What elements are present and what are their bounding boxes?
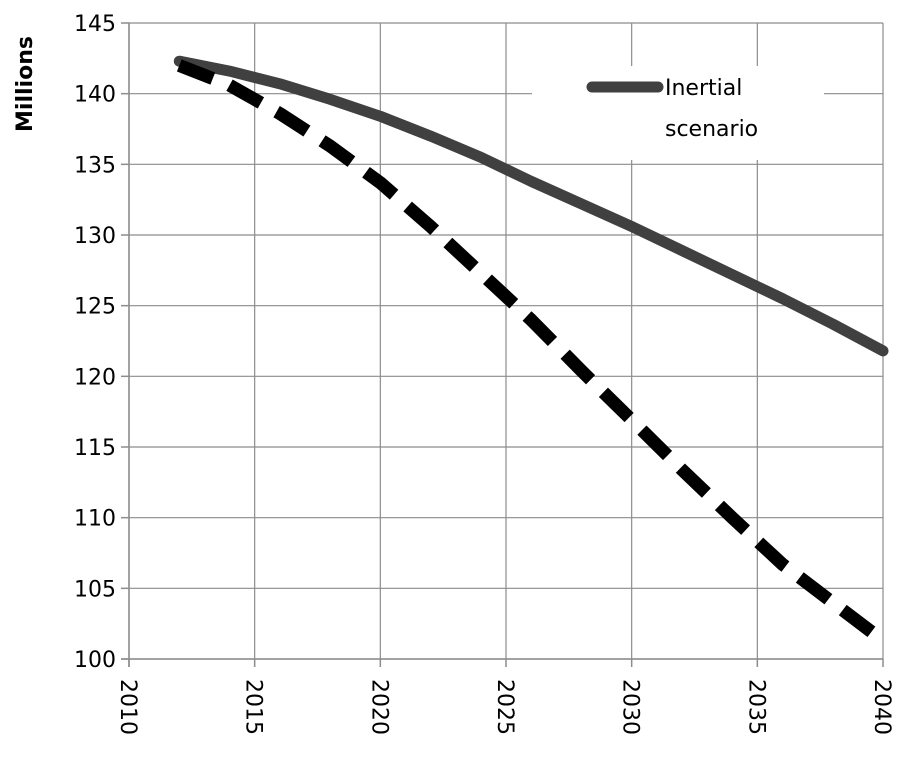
legend-background — [532, 66, 824, 160]
axes — [121, 22, 884, 667]
x-tick-label-1: 2015 — [241, 679, 266, 735]
y-tick-label-7: 135 — [74, 153, 116, 178]
y-tick-label-9: 145 — [74, 12, 116, 37]
y-tick-label-8: 140 — [74, 83, 116, 108]
x-tick-label-2: 2020 — [366, 679, 391, 735]
legend: Inertial scenario — [532, 66, 824, 160]
x-tick-label-5: 2035 — [743, 679, 768, 735]
y-tick-label-0: 100 — [74, 648, 116, 673]
y-axis-label: Millions — [13, 36, 38, 132]
x-axis-ticks: 2010 2015 2020 2025 2030 2035 2040 — [115, 679, 894, 735]
series-line-0 — [173, 55, 889, 357]
y-axis-ticks: 100 105 110 115 120 125 130 135 140 145 — [74, 12, 116, 673]
y-tick-label-2: 110 — [74, 507, 116, 532]
y-tick-label-5: 125 — [74, 295, 116, 320]
y-tick-label-4: 120 — [74, 365, 116, 390]
legend-label-line1: Inertial — [665, 76, 742, 101]
x-tick-label-0: 2010 — [115, 679, 140, 735]
series-lines — [173, 55, 889, 646]
x-tick-label-4: 2030 — [618, 679, 643, 735]
series-line-1 — [176, 59, 887, 646]
legend-label-line2: scenario — [665, 117, 758, 142]
y-tick-label-1: 105 — [74, 577, 116, 602]
x-tick-label-6: 2040 — [869, 679, 894, 735]
y-tick-label-3: 115 — [74, 436, 116, 461]
y-tick-label-6: 130 — [74, 224, 116, 249]
x-tick-label-3: 2025 — [492, 679, 517, 735]
